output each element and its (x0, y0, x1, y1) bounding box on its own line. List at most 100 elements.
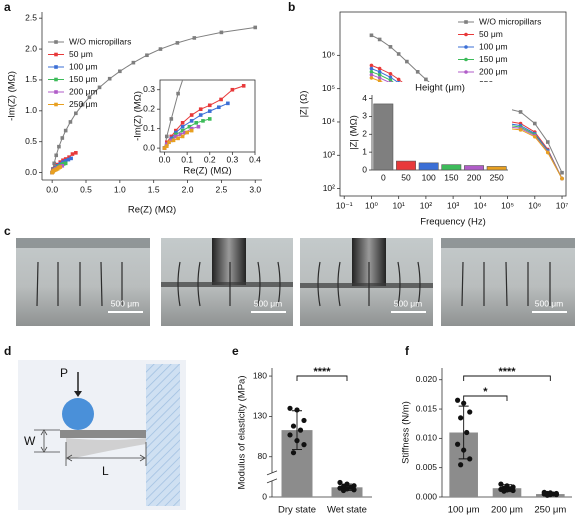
marker (145, 53, 149, 58)
y-axis-label: -Im(Z) (MΩ) (133, 91, 144, 141)
marker (377, 66, 382, 71)
marker (54, 65, 58, 69)
scale-bar-label: 500 μm (394, 298, 423, 308)
scale-bar-label: 500 μm (254, 298, 283, 308)
marker (169, 134, 174, 139)
marker (532, 121, 537, 126)
data-point (458, 415, 464, 421)
y-tick-label: 0 (362, 164, 367, 174)
data-point (455, 441, 461, 447)
y-tick-label: 1 (362, 146, 367, 156)
marker (545, 140, 550, 144)
photo: 500 μm (161, 238, 293, 326)
y-tick-label: 10⁶ (322, 50, 335, 60)
marker (183, 130, 187, 135)
bar (418, 162, 439, 171)
y-tick-label: 4 (362, 93, 367, 103)
x-tick-label: 10⁶ (528, 200, 541, 210)
marker (74, 111, 78, 116)
y-tick-label: 130 (253, 411, 267, 421)
marker (54, 102, 58, 107)
marker (178, 132, 183, 137)
marker (388, 75, 393, 80)
legend-label: 100 μm (479, 41, 508, 51)
y-tick-label: 0.0 (143, 142, 155, 152)
panel-label: d (4, 344, 11, 358)
marker (185, 130, 189, 135)
bar (373, 103, 394, 171)
x-tick-label: 200 μm (491, 505, 523, 516)
y-tick-label: 0.5 (25, 136, 37, 146)
x-tick-label: 10⁴ (474, 200, 487, 210)
marker (180, 134, 185, 139)
marker (164, 140, 169, 145)
marker (377, 79, 382, 83)
marker (396, 52, 401, 56)
marker (545, 150, 550, 155)
legend-label: 50 μm (479, 29, 503, 39)
marker (560, 170, 564, 175)
marker (63, 157, 68, 161)
x-tick-label: 0.3 (226, 154, 238, 164)
marker (60, 163, 65, 168)
y-axis-label: |Z| (MΩ) (349, 115, 360, 150)
x-tick-label: 10¹ (393, 200, 405, 210)
marker (87, 95, 92, 100)
marker (208, 14, 212, 18)
y-tick-label: 10⁴ (322, 116, 335, 126)
data-point (294, 438, 300, 444)
x-axis-label: Re(Z) (MΩ) (128, 205, 176, 216)
marker (230, 87, 235, 92)
legend-label: 150 μm (479, 54, 508, 64)
x-tick-label: 10⁵ (501, 200, 514, 210)
marker (107, 76, 112, 81)
x-tick-label: 50 (401, 172, 411, 182)
x-tick-label: 0.4 (249, 154, 261, 164)
marker (185, 65, 189, 69)
marker (174, 134, 178, 139)
axes-frame (159, 79, 256, 153)
marker (464, 70, 468, 74)
marker (388, 78, 393, 82)
marker (167, 140, 171, 145)
x-tick-label: 10⁰ (365, 200, 378, 210)
panel-label: a (4, 0, 11, 14)
significance-label: **** (313, 366, 331, 378)
y-tick-label: 0.3 (143, 84, 155, 94)
data-point (544, 492, 550, 498)
marker (369, 73, 374, 77)
marker (54, 40, 58, 44)
y-axis-label: Modulus of elasticity (MPa) (237, 375, 248, 489)
x-tick-label: 1.0 (114, 184, 126, 194)
data-point (458, 462, 464, 468)
marker (198, 113, 203, 117)
significance-bracket (463, 375, 551, 381)
significance-bracket (296, 375, 348, 381)
legend-label: W/O micropillars (479, 16, 541, 26)
marker (196, 124, 201, 129)
marker (174, 128, 178, 133)
y-tick-label: 10² (323, 183, 335, 193)
axis-break-gap (269, 472, 275, 481)
x-axis-label: Height (μm) (415, 83, 465, 94)
marker (464, 45, 468, 49)
y-tick-label: 0.005 (416, 462, 438, 472)
chart-panel: f 0.000 0.005 0.010 0.015 0.020 Stiffness (N/m… (401, 344, 572, 516)
data-point (467, 456, 473, 462)
marker (80, 102, 85, 107)
x-tick-label: 10⁷ (556, 200, 569, 210)
marker (61, 162, 66, 166)
marker (63, 128, 68, 133)
marker (69, 156, 73, 161)
marker (189, 126, 194, 131)
x-tick-label: Wet state (327, 505, 367, 516)
y-tick-label: 1.5 (25, 74, 37, 84)
x-tick-label: 10⁻¹ (336, 200, 353, 210)
x-tick-label: 1.5 (148, 184, 160, 194)
marker (464, 57, 468, 62)
inset: 0 1 2 3 4 Height (μm) |Z| (MΩ) 0 50 100 150 200 250 (342, 82, 512, 186)
x-tick-label: 100 (422, 172, 436, 182)
x-tick-label: 100 μm (448, 505, 480, 516)
y-tick-label: 0.2 (143, 103, 155, 113)
